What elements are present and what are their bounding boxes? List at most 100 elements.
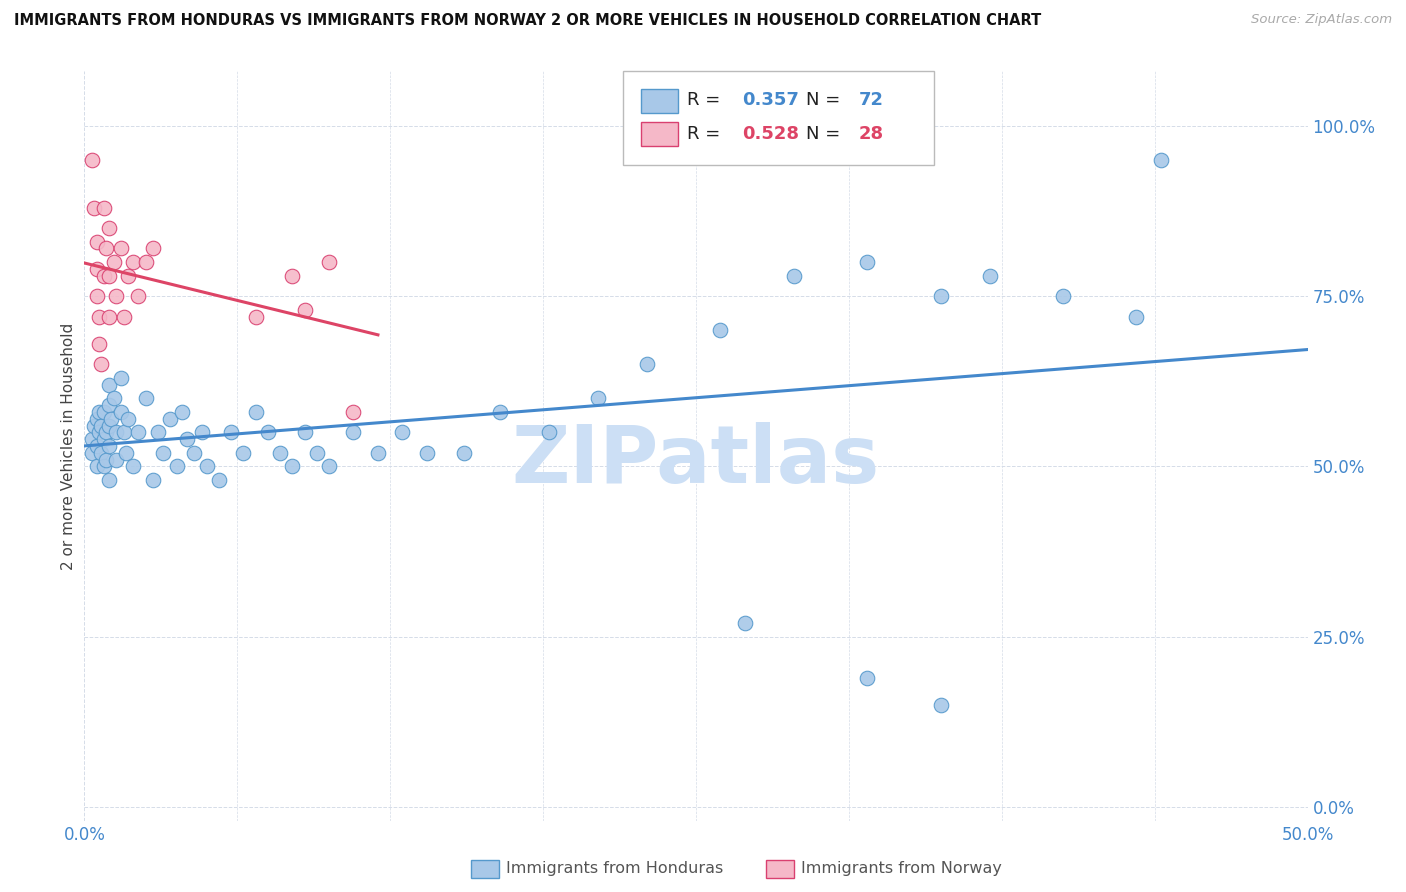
Point xyxy=(391,425,413,440)
Point xyxy=(93,432,115,446)
Point xyxy=(142,242,165,256)
Point xyxy=(97,310,120,324)
Point xyxy=(97,473,120,487)
Point xyxy=(103,255,125,269)
Point xyxy=(208,473,231,487)
Point xyxy=(159,411,181,425)
Point xyxy=(80,432,103,446)
Point xyxy=(96,452,118,467)
Point xyxy=(83,418,105,433)
Point xyxy=(112,425,135,440)
Point xyxy=(97,418,120,433)
Text: N =: N = xyxy=(806,91,846,109)
Point xyxy=(135,392,157,406)
Point xyxy=(856,255,879,269)
Text: Immigrants from Honduras: Immigrants from Honduras xyxy=(506,862,724,876)
Point xyxy=(142,473,165,487)
Point xyxy=(294,425,316,440)
Point xyxy=(87,405,110,419)
Point xyxy=(90,446,112,460)
Point xyxy=(90,418,112,433)
Point xyxy=(103,392,125,406)
Text: N =: N = xyxy=(806,125,846,143)
Point xyxy=(96,425,118,440)
Text: R =: R = xyxy=(688,125,727,143)
Point xyxy=(979,268,1001,283)
Point xyxy=(93,405,115,419)
Point xyxy=(191,425,214,440)
Point xyxy=(342,405,364,419)
Point xyxy=(90,357,112,371)
Point xyxy=(110,242,132,256)
Point xyxy=(783,268,806,283)
Point xyxy=(146,425,169,440)
Point xyxy=(856,671,879,685)
Point xyxy=(97,439,120,453)
Text: Source: ZipAtlas.com: Source: ZipAtlas.com xyxy=(1251,13,1392,27)
Point xyxy=(1150,153,1173,167)
Text: 28: 28 xyxy=(859,125,884,143)
Point xyxy=(115,446,138,460)
FancyBboxPatch shape xyxy=(641,122,678,146)
Point xyxy=(105,289,128,303)
Point xyxy=(93,459,115,474)
Text: 72: 72 xyxy=(859,91,883,109)
Y-axis label: 2 or more Vehicles in Household: 2 or more Vehicles in Household xyxy=(60,322,76,570)
Point xyxy=(342,425,364,440)
Point xyxy=(86,411,108,425)
Point xyxy=(219,425,242,440)
Point xyxy=(176,432,198,446)
Point xyxy=(929,698,952,712)
Point xyxy=(93,201,115,215)
Point xyxy=(318,255,340,269)
Point xyxy=(453,446,475,460)
Point xyxy=(929,289,952,303)
Text: R =: R = xyxy=(688,91,727,109)
Point xyxy=(83,201,105,215)
Point xyxy=(172,405,194,419)
Point xyxy=(1052,289,1074,303)
Point xyxy=(100,411,122,425)
Point xyxy=(117,411,139,425)
Point xyxy=(152,446,174,460)
Point xyxy=(80,446,103,460)
Point xyxy=(232,446,254,460)
Point xyxy=(122,255,145,269)
Text: ZIPatlas: ZIPatlas xyxy=(512,422,880,500)
Point xyxy=(257,425,280,440)
Point xyxy=(734,616,756,631)
Point xyxy=(97,398,120,412)
Point xyxy=(294,302,316,317)
Text: 0.528: 0.528 xyxy=(742,125,800,143)
Point xyxy=(97,377,120,392)
Point xyxy=(367,446,389,460)
Point xyxy=(281,459,304,474)
FancyBboxPatch shape xyxy=(623,71,935,165)
Point xyxy=(135,255,157,269)
Point xyxy=(86,261,108,276)
Point xyxy=(110,405,132,419)
Point xyxy=(86,289,108,303)
Point xyxy=(281,268,304,283)
Point xyxy=(245,310,267,324)
Point xyxy=(80,153,103,167)
Point xyxy=(1125,310,1147,324)
Point xyxy=(269,446,291,460)
Point xyxy=(97,268,120,283)
Text: 0.357: 0.357 xyxy=(742,91,800,109)
Point xyxy=(105,452,128,467)
Point xyxy=(195,459,218,474)
Point xyxy=(636,357,658,371)
Point xyxy=(586,392,609,406)
Point xyxy=(305,446,328,460)
Point xyxy=(87,425,110,440)
FancyBboxPatch shape xyxy=(641,88,678,112)
Point xyxy=(127,425,149,440)
Point xyxy=(416,446,439,460)
Point xyxy=(96,242,118,256)
Point xyxy=(93,268,115,283)
Point xyxy=(97,221,120,235)
Point xyxy=(709,323,731,337)
Point xyxy=(122,459,145,474)
Point xyxy=(87,336,110,351)
